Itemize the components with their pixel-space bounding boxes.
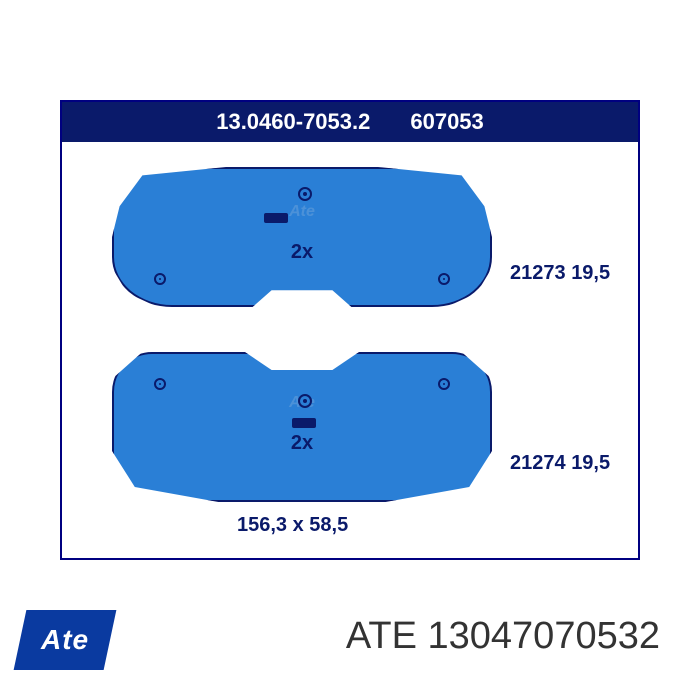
quantity-label-bottom: 2x: [291, 432, 313, 455]
wear-pin-icon: [298, 394, 312, 408]
pad-code-top: 21273 19,5: [510, 262, 610, 285]
rivet-icon: [438, 273, 450, 285]
pad-thickness-value: 19,5: [571, 452, 610, 474]
product-caption: ATE 13047070532: [346, 615, 660, 658]
wear-pin-icon: [298, 187, 312, 201]
rivet-icon: [154, 378, 166, 390]
brake-pad-bottom: Ate 2x: [112, 352, 492, 502]
technical-figure: 13.0460-7053.2 607053 Ate 2x Ate 2x 2127…: [60, 100, 640, 560]
rivet-icon: [154, 273, 166, 285]
caption-brand: ATE: [346, 615, 417, 657]
figure-header: 13.0460-7053.2 607053: [62, 102, 638, 142]
pad-dimensions: 156,3 x 58,5: [237, 514, 348, 537]
ate-logo-text: Ate: [41, 624, 89, 656]
pad-code-value: 21274: [510, 452, 566, 474]
quantity-label-top: 2x: [291, 241, 313, 264]
pad-code-value: 21273: [510, 262, 566, 284]
pad-thickness-value: 19,5: [571, 262, 610, 284]
rivet-icon: [438, 378, 450, 390]
ate-watermark-icon: Ate: [289, 203, 315, 221]
brake-pad-top: Ate 2x: [112, 167, 492, 307]
part-number-primary: 13.0460-7053.2: [216, 109, 370, 135]
part-number-secondary: 607053: [410, 109, 483, 135]
sensor-icon: [264, 213, 288, 223]
drawing-area: Ate 2x Ate 2x 21273 19,5 21274 19,5 156,…: [62, 142, 638, 560]
sensor-icon: [292, 418, 316, 428]
pad-code-bottom: 21274 19,5: [510, 452, 610, 475]
caption-number: 13047070532: [428, 615, 660, 657]
ate-logo-badge: Ate: [14, 610, 117, 670]
